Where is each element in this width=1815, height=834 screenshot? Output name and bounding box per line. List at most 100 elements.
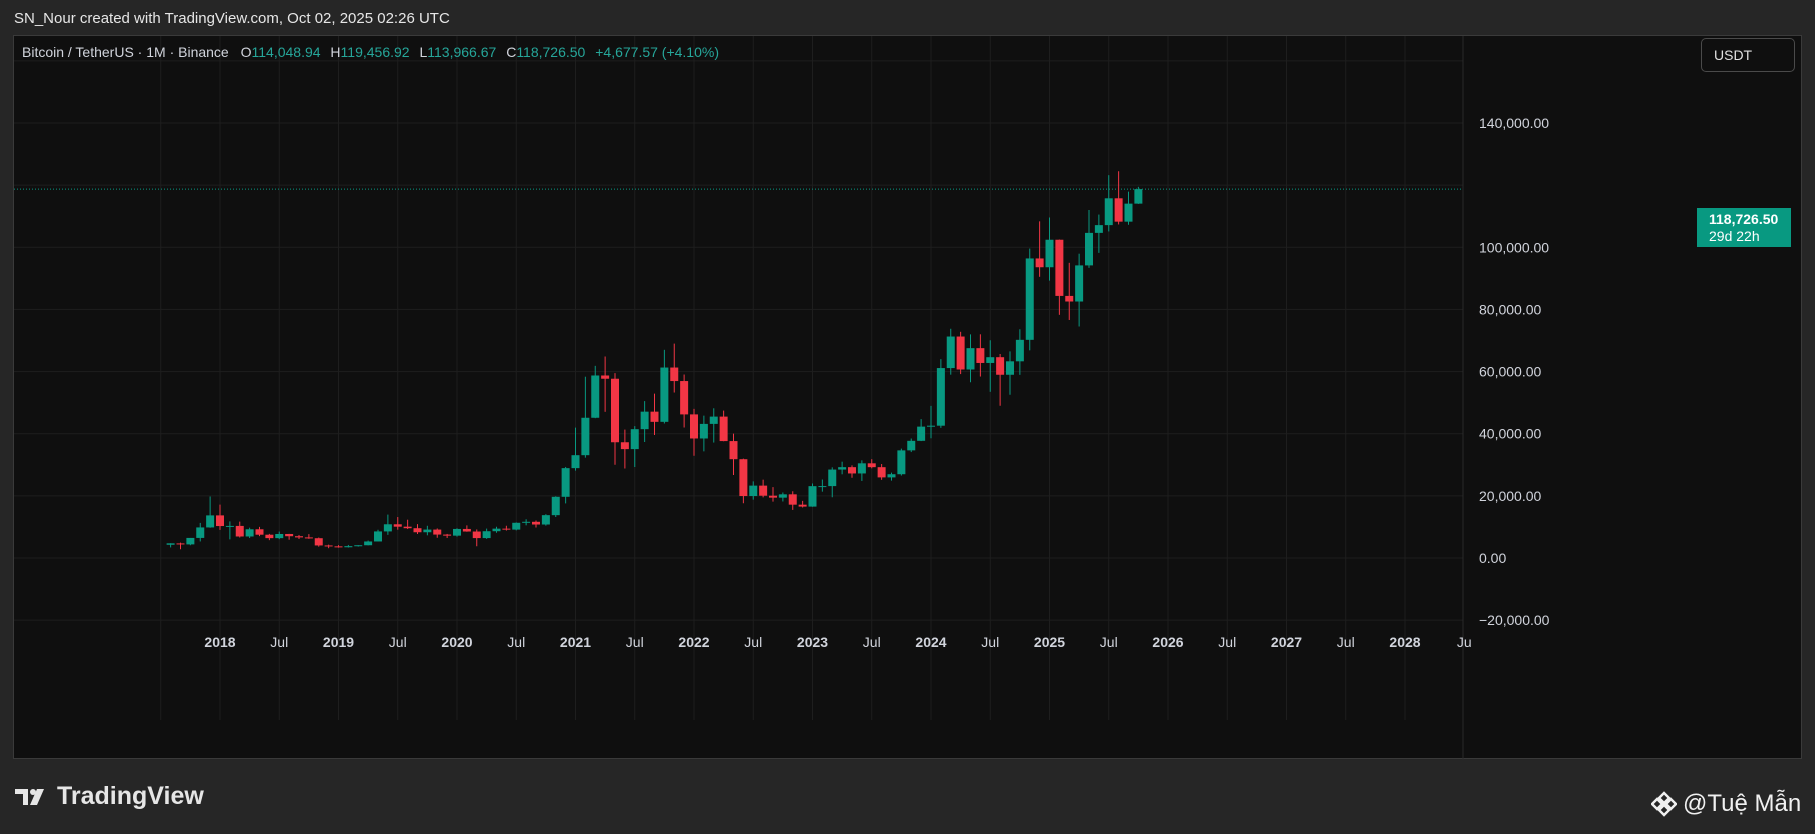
candle-body (541, 515, 550, 525)
candle-body (808, 486, 817, 507)
candle (680, 374, 689, 428)
candle-body (1094, 225, 1103, 233)
candle (927, 405, 935, 439)
x-tick-label: Jul (981, 634, 999, 650)
candle-body (798, 504, 807, 507)
x-tick-label: Jul (626, 634, 644, 650)
candle-body (1006, 361, 1014, 375)
candle-body (186, 537, 195, 545)
candle (818, 479, 827, 492)
candle-body (719, 416, 728, 442)
candle (917, 419, 926, 442)
x-tick-label: Jul (1337, 634, 1355, 650)
candle (216, 504, 224, 530)
candle (670, 343, 679, 393)
candle-body (1045, 239, 1054, 268)
candle-body (1015, 339, 1024, 362)
candle (433, 528, 442, 538)
candle-body (1124, 203, 1133, 222)
candle (324, 544, 333, 549)
symbol-label: Bitcoin / TetherUS · 1M · Binance (22, 44, 229, 60)
candle (1065, 262, 1074, 320)
candle (571, 427, 580, 471)
candle (561, 466, 570, 504)
candle (976, 334, 985, 377)
candle-body (413, 528, 422, 533)
candle-body (433, 529, 442, 535)
candle-body (630, 429, 639, 450)
candle-body (986, 357, 995, 363)
candle (413, 524, 422, 535)
candle (492, 526, 501, 533)
candle-body (897, 450, 906, 475)
grid (14, 36, 1463, 720)
candle-body (1025, 258, 1034, 340)
candle-body (383, 524, 392, 532)
candle-body (917, 426, 926, 441)
change-value: +4,677.57 (+4.10%) (595, 44, 719, 60)
candle (788, 491, 797, 510)
candle-body (1065, 295, 1074, 302)
x-tick-label: Jul (270, 634, 288, 650)
x-tick-label: 2021 (560, 634, 591, 650)
candle (403, 519, 412, 530)
candle (966, 334, 975, 383)
candle-body (344, 546, 353, 548)
candle-body (591, 375, 600, 418)
candle (512, 522, 521, 531)
candle (482, 528, 491, 539)
candle (383, 514, 392, 535)
currency-button[interactable]: USDT (1701, 38, 1795, 72)
candle-body (887, 474, 896, 478)
candle-body (1085, 232, 1093, 266)
candle (472, 529, 481, 547)
candle-body (166, 543, 175, 545)
candlestick-chart[interactable]: −20,000.00 0.00 20,000.00 40,000.00 60,000.0… (14, 36, 1803, 760)
candle (1025, 248, 1034, 351)
open-label: O (240, 44, 252, 60)
x-tick-label: Jul (389, 634, 407, 650)
candle-body (581, 417, 590, 456)
candle (1094, 214, 1103, 253)
candle (620, 429, 629, 469)
candle (887, 472, 896, 481)
candle (769, 487, 777, 502)
candle-body (828, 469, 837, 487)
candle-body (324, 545, 333, 547)
candle (838, 461, 847, 475)
candle (857, 460, 866, 481)
candle-body (314, 538, 323, 546)
candle (423, 525, 432, 536)
candle-body (512, 522, 521, 530)
x-tick-label: 2028 (1389, 634, 1420, 650)
candle-body (788, 494, 797, 505)
low-value: 113,966.67 (427, 44, 497, 60)
candle-body (176, 543, 185, 545)
candle (699, 415, 708, 452)
candle (275, 531, 284, 540)
candle (1104, 175, 1113, 232)
x-tick-label: 2022 (678, 634, 709, 650)
last-price-value: 118,726.50 (1709, 211, 1779, 227)
candle (897, 448, 906, 476)
candle (907, 438, 916, 453)
candle (601, 356, 610, 412)
candle-body (334, 546, 343, 548)
candle (314, 537, 323, 547)
candle (956, 331, 965, 375)
chart-panel[interactable]: −20,000.00 0.00 20,000.00 40,000.00 60,000.0… (13, 35, 1803, 760)
candle-body (670, 367, 679, 382)
y-tick-label: 20,000.00 (1479, 488, 1541, 504)
candle-body (739, 459, 748, 497)
candle (186, 537, 195, 546)
candle (1085, 210, 1093, 268)
candle-body (680, 381, 689, 415)
candle-body (1055, 239, 1064, 296)
low-label: L (419, 44, 428, 60)
candle (877, 464, 886, 480)
x-tick-label: 2020 (441, 634, 472, 650)
candle (719, 410, 728, 442)
candle-body (611, 378, 619, 443)
attribution-text: SN_Nour created with TradingView.com, Oc… (14, 10, 450, 27)
candles (166, 171, 1143, 550)
